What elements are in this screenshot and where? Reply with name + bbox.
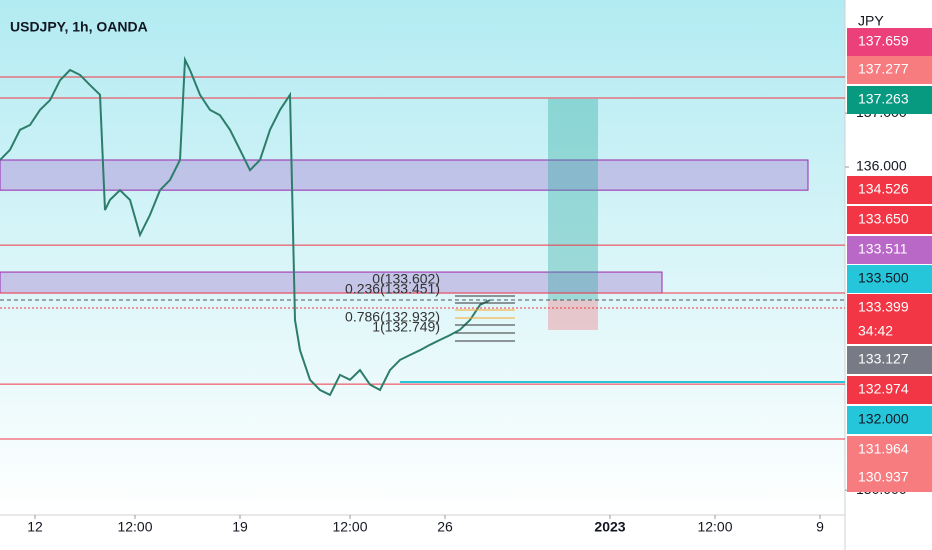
price-label: 133.500 <box>858 270 909 286</box>
countdown: 34:42 <box>858 323 893 339</box>
chart-layer <box>0 55 845 440</box>
price-label-box <box>847 346 932 374</box>
x-tick-label: 26 <box>437 519 453 535</box>
price-label-box <box>847 56 932 84</box>
x-tick-label: 9 <box>816 519 824 535</box>
price-label-box <box>847 376 932 404</box>
fib-label: 0.236(133.451) <box>345 281 440 297</box>
price-label: 132.974 <box>858 381 909 397</box>
price-label-box <box>847 436 932 464</box>
price-label: 131.964 <box>858 441 909 457</box>
price-label: 132.000 <box>858 411 909 427</box>
fib-label: 0(133.602) <box>372 271 440 287</box>
price-label: 137.263 <box>858 91 909 107</box>
price-label-box <box>847 294 932 344</box>
price-label: 130.937 <box>858 469 909 485</box>
price-label-box <box>847 265 932 293</box>
price-label-box <box>847 236 932 264</box>
x-tick-label: 12:00 <box>117 519 152 535</box>
price-label: 133.650 <box>858 211 909 227</box>
price-label: 133.511 <box>858 241 908 257</box>
price-label-box <box>847 406 932 434</box>
price-label-box <box>847 464 932 492</box>
fib-lines <box>455 295 515 342</box>
price-label: 137.277 <box>858 61 909 77</box>
price-axis-unit: JPY <box>858 13 884 29</box>
position-profit <box>548 98 598 301</box>
x-tick-label: 12 <box>27 519 43 535</box>
price-label: 133.399 <box>858 299 909 315</box>
price-label: 134.526 <box>858 181 909 197</box>
price-label: 133.127 <box>858 351 909 367</box>
position-loss <box>548 300 598 331</box>
zone <box>0 159 809 191</box>
x-tick-label: 12:00 <box>332 519 367 535</box>
x-tick-label: 12:00 <box>697 519 732 535</box>
price-label: 137.659 <box>858 33 909 49</box>
price-label-box <box>847 206 932 234</box>
y-tick-label: 136.000 <box>856 158 907 174</box>
chart-title: USDJPY, 1h, OANDA <box>10 19 148 35</box>
price-line <box>0 55 491 397</box>
price-label-box <box>847 176 932 204</box>
fib-label: 1(132.749) <box>372 319 440 335</box>
price-label-box <box>847 86 932 114</box>
price-label-box <box>847 28 932 56</box>
x-tick-label: 2023 <box>594 519 625 535</box>
fib-label: 0.786(132.932) <box>345 309 440 325</box>
plot-background <box>0 0 845 515</box>
x-tick-label: 19 <box>232 519 248 535</box>
